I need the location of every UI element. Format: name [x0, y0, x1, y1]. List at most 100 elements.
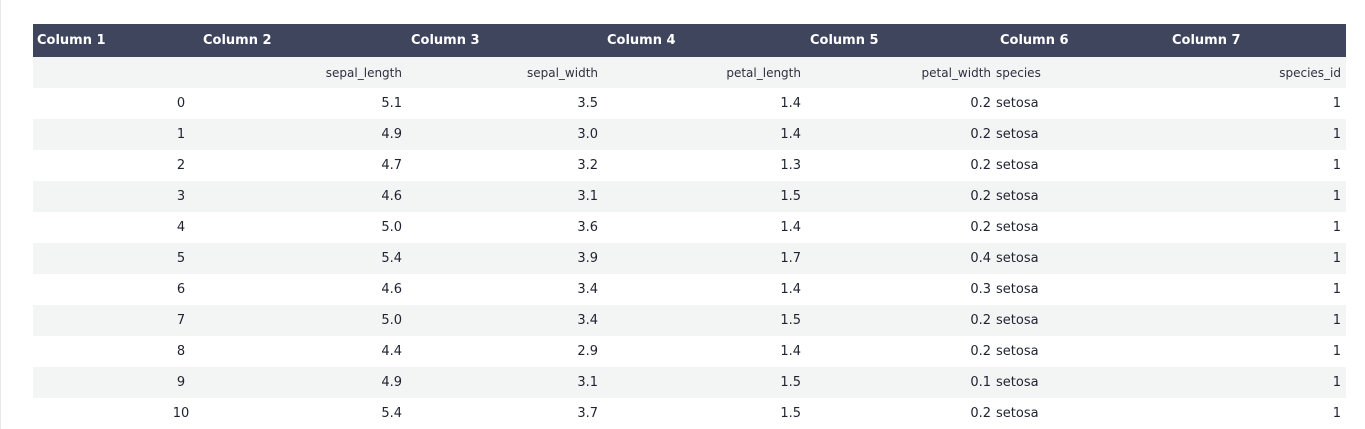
column-header-4[interactable]: Column 4 — [607, 33, 676, 48]
sepal-length-cell: 5.1 — [381, 96, 402, 111]
species-cell: setosa — [996, 158, 1039, 173]
sepal-length-cell: 5.4 — [381, 251, 402, 266]
row-index-cell: 10 — [172, 406, 190, 421]
table-row[interactable]: 6 4.6 3.4 1.4 0.3 setosa 1 — [33, 274, 1346, 305]
table-row[interactable]: 2 4.7 3.2 1.3 0.2 setosa 1 — [33, 150, 1346, 181]
field-name-petal-width: petal_width — [921, 65, 991, 80]
column-header-2[interactable]: Column 2 — [203, 33, 272, 48]
species-cell: setosa — [996, 189, 1039, 204]
petal-width-cell: 0.2 — [970, 96, 991, 111]
field-name-sepal-width: sepal_width — [526, 65, 598, 80]
sepal-length-cell: 5.0 — [381, 220, 402, 235]
table-row[interactable]: 7 5.0 3.4 1.5 0.2 setosa 1 — [33, 305, 1346, 336]
table-row[interactable]: 10 5.4 3.7 1.5 0.2 setosa 1 — [33, 398, 1346, 429]
species-cell: setosa — [996, 313, 1039, 328]
sepal-width-cell: 3.2 — [577, 158, 598, 173]
petal-length-cell: 1.5 — [780, 189, 801, 204]
sepal-length-cell: 4.7 — [381, 158, 402, 173]
sepal-length-cell: 4.6 — [381, 189, 402, 204]
petal-width-cell: 0.2 — [970, 127, 991, 142]
table-row[interactable]: 4 5.0 3.6 1.4 0.2 setosa 1 — [33, 212, 1346, 243]
petal-width-cell: 0.2 — [970, 313, 991, 328]
species-cell: setosa — [996, 127, 1039, 142]
petal-width-cell: 0.2 — [970, 344, 991, 359]
species-id-cell: 1 — [1332, 127, 1341, 142]
petal-length-cell: 1.4 — [780, 96, 801, 111]
species-id-cell: 1 — [1332, 220, 1341, 235]
species-id-cell: 1 — [1332, 313, 1341, 328]
table-row[interactable]: 8 4.4 2.9 1.4 0.2 setosa 1 — [33, 336, 1346, 367]
species-cell: setosa — [996, 96, 1039, 111]
sepal-width-cell: 3.1 — [577, 189, 598, 204]
field-name-row: sepal_length sepal_width petal_length pe… — [33, 57, 1346, 88]
species-id-cell: 1 — [1332, 406, 1341, 421]
field-name-species-id: species_id — [1279, 65, 1341, 80]
petal-width-cell: 0.2 — [970, 158, 991, 173]
species-cell: setosa — [996, 375, 1039, 390]
page-left-border — [0, 0, 1, 429]
column-header-3[interactable]: Column 3 — [411, 33, 480, 48]
species-id-cell: 1 — [1332, 375, 1341, 390]
row-index-cell: 5 — [176, 251, 186, 266]
sepal-width-cell: 3.5 — [577, 96, 598, 111]
species-cell: setosa — [996, 282, 1039, 297]
row-index-cell: 7 — [176, 313, 186, 328]
species-id-cell: 1 — [1332, 344, 1341, 359]
sepal-length-cell: 5.0 — [381, 313, 402, 328]
petal-length-cell: 1.7 — [780, 251, 801, 266]
sepal-length-cell: 4.6 — [381, 282, 402, 297]
column-header-7[interactable]: Column 7 — [1172, 33, 1241, 48]
table-row[interactable]: 3 4.6 3.1 1.5 0.2 setosa 1 — [33, 181, 1346, 212]
row-index-cell: 8 — [176, 344, 186, 359]
column-header-5[interactable]: Column 5 — [810, 33, 879, 48]
table-row[interactable]: 5 5.4 3.9 1.7 0.4 setosa 1 — [33, 243, 1346, 274]
petal-width-cell: 0.1 — [970, 375, 991, 390]
field-name-sepal-length: sepal_length — [325, 65, 402, 80]
sepal-width-cell: 3.6 — [577, 220, 598, 235]
species-id-cell: 1 — [1332, 282, 1341, 297]
table-row[interactable]: 1 4.9 3.0 1.4 0.2 setosa 1 — [33, 119, 1346, 150]
petal-width-cell: 0.4 — [970, 251, 991, 266]
petal-length-cell: 1.4 — [780, 220, 801, 235]
sepal-width-cell: 3.4 — [577, 313, 598, 328]
column-header-1[interactable]: Column 1 — [37, 33, 106, 48]
petal-length-cell: 1.4 — [780, 127, 801, 142]
row-index-cell: 9 — [176, 375, 186, 390]
row-index-cell: 6 — [176, 282, 186, 297]
sepal-width-cell: 3.1 — [577, 375, 598, 390]
species-id-cell: 1 — [1332, 96, 1341, 111]
column-header-6[interactable]: Column 6 — [1000, 33, 1069, 48]
petal-length-cell: 1.5 — [780, 375, 801, 390]
species-cell: setosa — [996, 344, 1039, 359]
row-index-cell: 3 — [176, 189, 186, 204]
petal-width-cell: 0.2 — [970, 406, 991, 421]
species-cell: setosa — [996, 220, 1039, 235]
sepal-width-cell: 3.7 — [577, 406, 598, 421]
sepal-length-cell: 4.4 — [381, 344, 402, 359]
petal-length-cell: 1.5 — [780, 406, 801, 421]
petal-width-cell: 0.2 — [970, 220, 991, 235]
petal-width-cell: 0.2 — [970, 189, 991, 204]
data-table: Column 1 Column 2 Column 3 Column 4 Colu… — [33, 24, 1346, 429]
row-index-cell: 2 — [176, 158, 186, 173]
table-row[interactable]: 9 4.9 3.1 1.5 0.1 setosa 1 — [33, 367, 1346, 398]
table-header-row: Column 1 Column 2 Column 3 Column 4 Colu… — [33, 24, 1346, 57]
sepal-width-cell: 3.0 — [577, 127, 598, 142]
sepal-width-cell: 3.9 — [577, 251, 598, 266]
sepal-length-cell: 4.9 — [381, 375, 402, 390]
petal-length-cell: 1.4 — [780, 344, 801, 359]
species-cell: setosa — [996, 406, 1039, 421]
species-id-cell: 1 — [1332, 251, 1341, 266]
table-row[interactable]: 0 5.1 3.5 1.4 0.2 setosa 1 — [33, 88, 1346, 119]
species-id-cell: 1 — [1332, 158, 1341, 173]
row-index-cell: 0 — [176, 96, 186, 111]
petal-width-cell: 0.3 — [970, 282, 991, 297]
row-index-cell: 4 — [176, 220, 186, 235]
sepal-length-cell: 4.9 — [381, 127, 402, 142]
petal-length-cell: 1.4 — [780, 282, 801, 297]
field-name-petal-length: petal_length — [726, 65, 801, 80]
petal-length-cell: 1.5 — [780, 313, 801, 328]
sepal-width-cell: 2.9 — [577, 344, 598, 359]
species-cell: setosa — [996, 251, 1039, 266]
sepal-length-cell: 5.4 — [381, 406, 402, 421]
